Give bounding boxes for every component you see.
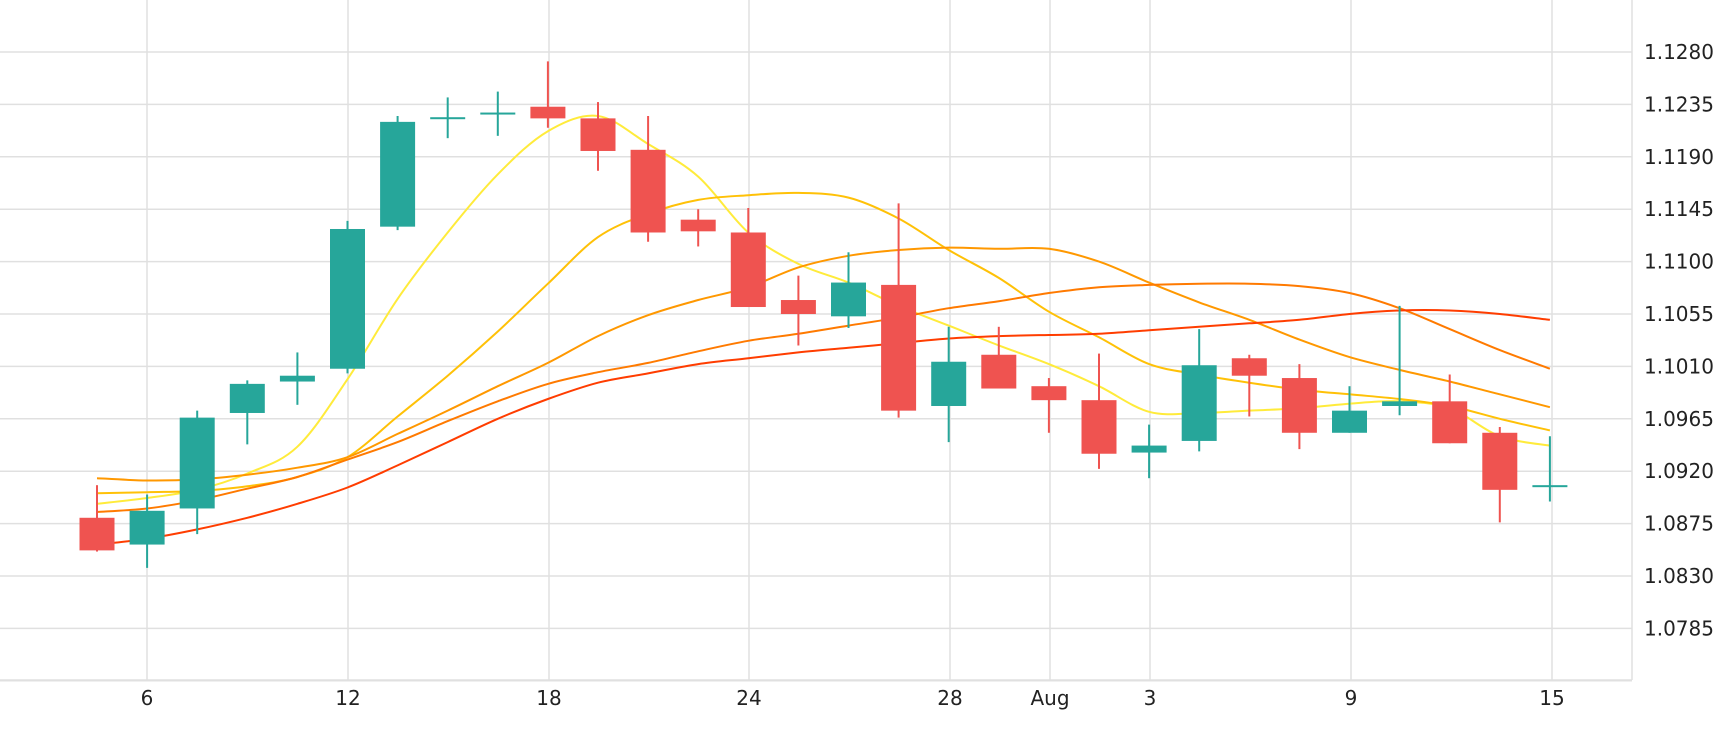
candle [279, 352, 315, 405]
candle-body [79, 517, 115, 551]
x-tick-label: 18 [536, 686, 561, 710]
candle [1482, 426, 1518, 523]
candle [480, 91, 516, 136]
x-tick-label: 24 [736, 686, 761, 710]
candle [1231, 354, 1267, 417]
candle [79, 485, 115, 552]
candle-body [780, 300, 816, 314]
candle-body [1482, 432, 1518, 490]
x-tick-label: 15 [1539, 686, 1564, 710]
candle [129, 494, 165, 568]
y-tick-label: 1.1100 [1644, 250, 1714, 274]
candle-body [480, 112, 516, 115]
y-tick-label: 1.1190 [1644, 145, 1714, 169]
candle-body [1031, 386, 1067, 401]
candle [330, 220, 365, 374]
candle [1031, 378, 1067, 433]
y-tick-label: 1.0920 [1644, 459, 1714, 483]
candle-body [1432, 401, 1468, 444]
candle-body [630, 149, 666, 233]
moving-average-line-ma-30 [96, 282, 1551, 513]
candle-body [1382, 401, 1418, 406]
candle-body [129, 510, 165, 545]
candle [580, 102, 616, 171]
candle-body [1081, 400, 1117, 454]
moving-average-line-ma-20 [96, 246, 1551, 482]
x-tick-label: 12 [335, 686, 360, 710]
candle-body [380, 121, 416, 227]
candle-body [580, 118, 616, 151]
y-tick-label: 1.1235 [1644, 92, 1714, 116]
y-tick-label: 1.1055 [1644, 302, 1714, 326]
candle-body [179, 417, 215, 509]
candle [680, 209, 716, 247]
candle [981, 326, 1017, 389]
candle-body [1231, 358, 1267, 376]
candle [1181, 329, 1217, 452]
y-tick-label: 1.0830 [1644, 564, 1714, 588]
y-tick-label: 1.0785 [1644, 616, 1714, 640]
candle [530, 61, 566, 128]
moving-average-layer [96, 114, 1551, 546]
candle-body [229, 383, 265, 413]
moving-average-line-ma-60 [96, 309, 1551, 546]
candle [931, 326, 967, 443]
candle-body [730, 232, 766, 308]
candle [1081, 353, 1117, 469]
candle [1532, 436, 1568, 502]
candle [730, 208, 766, 308]
y-tick-label: 1.0965 [1644, 407, 1714, 431]
moving-average-line-ma-10 [96, 191, 1551, 495]
candle-body [279, 375, 315, 382]
y-tick-label: 1.1280 [1644, 40, 1714, 64]
x-axis-tick-labels: 6 12 18 24 28 Aug 3 9 15 [141, 686, 1565, 710]
x-tick-label: 28 [937, 686, 962, 710]
candle-body [680, 219, 716, 232]
candle-body [1332, 410, 1367, 433]
candle-body [1131, 445, 1167, 453]
y-tick-label: 1.0875 [1644, 512, 1714, 536]
grid-layer [0, 0, 1633, 682]
candles-layer [79, 61, 1568, 568]
x-tick-label: 6 [141, 686, 154, 710]
candle [380, 116, 416, 231]
candle-body [881, 284, 917, 411]
candle [179, 410, 215, 535]
y-tick-label: 1.1010 [1644, 354, 1714, 378]
candle-body [1532, 485, 1568, 488]
candle [831, 252, 866, 328]
candle [630, 116, 666, 242]
candle [1382, 305, 1418, 416]
candle [881, 203, 917, 418]
candle [1432, 374, 1468, 444]
x-tick-label: 3 [1144, 686, 1157, 710]
candle-body [1181, 365, 1217, 441]
candle [1131, 424, 1167, 479]
candle-body [981, 354, 1017, 389]
candle-body [530, 106, 566, 119]
candle-body [430, 117, 466, 120]
candle [780, 275, 816, 346]
candle [1332, 386, 1367, 433]
x-tick-label: Aug [1030, 686, 1069, 710]
x-tick-label: 9 [1345, 686, 1358, 710]
candle-body [931, 361, 967, 406]
y-axis-tick-labels: 1.1280 1.1235 1.1190 1.1145 1.1100 1.105… [1644, 40, 1714, 640]
candle [430, 97, 466, 139]
candle [229, 380, 265, 445]
y-tick-label: 1.1145 [1644, 197, 1714, 221]
moving-average-line-ma-5 [96, 114, 1551, 505]
candle [1281, 364, 1317, 450]
candle-body [831, 282, 866, 317]
candle-body [330, 228, 365, 369]
candle-body [1281, 378, 1317, 433]
